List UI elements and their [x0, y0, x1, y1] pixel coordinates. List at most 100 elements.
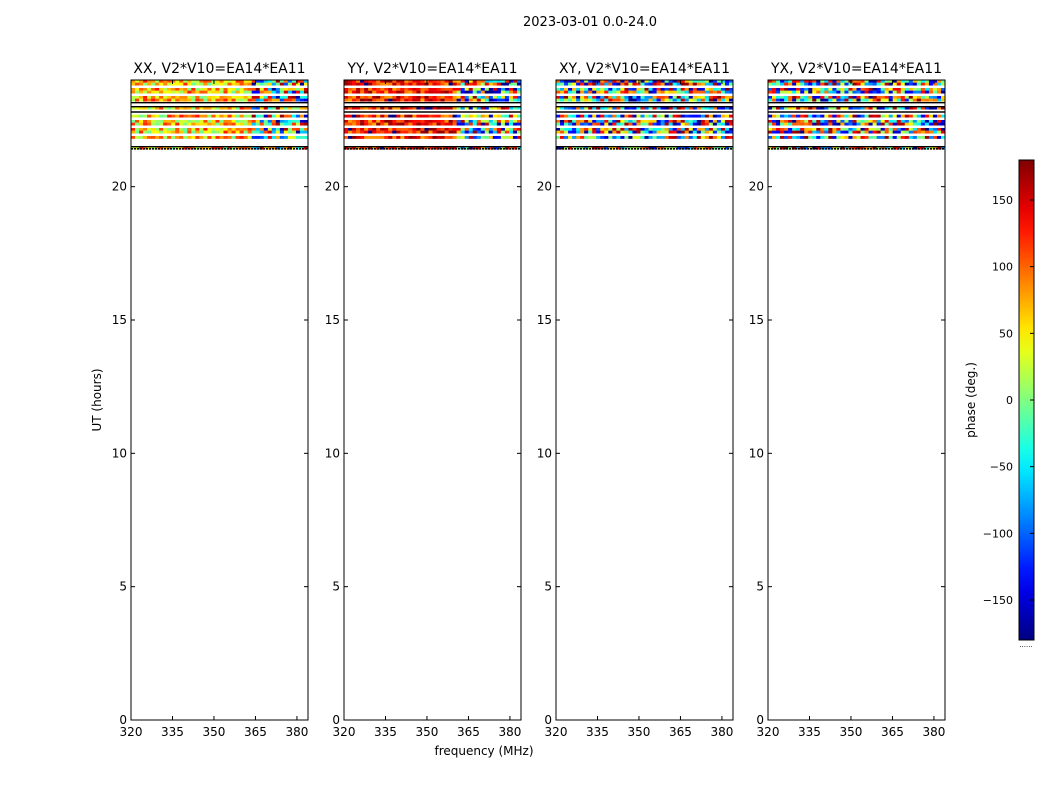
heatmap-cell [139, 98, 144, 102]
heatmap-cell [588, 120, 593, 123]
heatmap-cell [436, 90, 441, 94]
heatmap-cell [376, 80, 381, 83]
heatmap-cell [223, 88, 228, 91]
heatmap-cell [660, 136, 666, 139]
heatmap-cell [131, 128, 136, 131]
heatmap-cell [416, 106, 421, 110]
heatmap-cell [135, 136, 140, 139]
heatmap-cell [247, 80, 253, 83]
heatmap-cell [820, 122, 825, 126]
heatmap-cell [171, 106, 176, 110]
heatmap-cell [251, 114, 257, 118]
heatmap-cell [876, 120, 882, 123]
heatmap-cell [568, 98, 573, 102]
heatmap-cell [924, 122, 930, 126]
heatmap-cell [416, 130, 421, 134]
heatmap-cell [844, 128, 849, 131]
heatmap-cell [632, 90, 637, 94]
heatmap-cell [936, 96, 942, 99]
heatmap-cell [203, 120, 208, 123]
heatmap-cell [207, 88, 212, 91]
heatmap-cell [368, 136, 373, 139]
heatmap-cell [263, 146, 269, 150]
heatmap-cell [404, 88, 409, 91]
heatmap-cell [704, 120, 710, 123]
heatmap-cell [664, 128, 670, 131]
heatmap-cell [576, 98, 581, 102]
heatmap-cell [592, 128, 597, 131]
heatmap-cell [584, 106, 589, 110]
heatmap-cell [472, 82, 478, 86]
heatmap-cell [896, 98, 902, 102]
heatmap-cell [692, 114, 698, 118]
x-tick-label: 335 [586, 725, 609, 739]
heatmap-cell [936, 88, 942, 91]
heatmap-cell [480, 130, 486, 134]
heatmap-cell [932, 120, 938, 123]
heatmap-cell [852, 106, 857, 110]
heatmap-cell [384, 136, 389, 139]
heatmap-cell [664, 106, 670, 110]
heatmap-cell [704, 114, 710, 118]
heatmap-cell [199, 96, 204, 99]
heatmap-cell [932, 88, 938, 91]
heatmap-cell [616, 88, 621, 91]
heatmap-cell [263, 90, 269, 94]
heatmap-cell [668, 128, 674, 131]
heatmap-cell [452, 122, 458, 126]
heatmap-cell [856, 88, 861, 91]
heatmap-cell [372, 82, 377, 86]
heatmap-cell [496, 136, 502, 139]
heatmap-cell [696, 88, 702, 91]
heatmap-cell [572, 114, 577, 118]
heatmap-cell [652, 98, 657, 102]
heatmap-cell [592, 82, 597, 86]
heatmap-cell [576, 136, 581, 139]
heatmap-cell [191, 146, 196, 150]
heatmap-cell [368, 88, 373, 91]
heatmap-cell [492, 136, 498, 139]
heatmap-cell [608, 106, 613, 110]
heatmap-cell [844, 98, 849, 102]
heatmap-cell [259, 80, 265, 83]
heatmap-cell [808, 82, 813, 86]
heatmap-cell [404, 80, 409, 83]
heatmap-cell [776, 130, 781, 134]
heatmap-cell [884, 82, 890, 86]
heatmap-cell [239, 136, 245, 139]
heatmap-cell [836, 82, 841, 86]
heatmap-cell [712, 88, 718, 91]
heatmap-cell [239, 98, 245, 102]
heatmap-cell [388, 106, 393, 110]
heatmap-cell [676, 128, 682, 131]
heatmap-cell [728, 114, 734, 118]
heatmap-cell [207, 114, 212, 118]
heatmap-cell [696, 98, 702, 102]
heatmap-cell [356, 96, 361, 99]
heatmap-cell [692, 96, 698, 99]
heatmap-cell [564, 120, 569, 123]
heatmap-cell [660, 106, 666, 110]
heatmap-cell [452, 128, 458, 131]
heatmap-cell [460, 136, 466, 139]
heatmap-cell [416, 90, 421, 94]
heatmap-cell [860, 122, 865, 126]
heatmap-cell [592, 98, 597, 102]
heatmap-cell [452, 120, 458, 123]
heatmap-cell [936, 90, 942, 94]
heatmap-cell [211, 136, 216, 139]
heatmap-cell [143, 96, 148, 99]
heatmap-cell [263, 96, 269, 99]
heatmap-cell [844, 88, 849, 91]
heatmap-cell [215, 128, 220, 131]
heatmap-cell [860, 96, 865, 99]
heatmap-cell [356, 136, 361, 139]
heatmap-cell [219, 106, 224, 110]
heatmap-cell [135, 96, 140, 99]
heatmap-cell [299, 120, 305, 123]
heatmap-cell [892, 80, 898, 83]
heatmap-cell [275, 80, 281, 83]
heatmap-cell [928, 96, 934, 99]
heatmap-cell [924, 82, 930, 86]
heatmap-cell [728, 80, 734, 83]
